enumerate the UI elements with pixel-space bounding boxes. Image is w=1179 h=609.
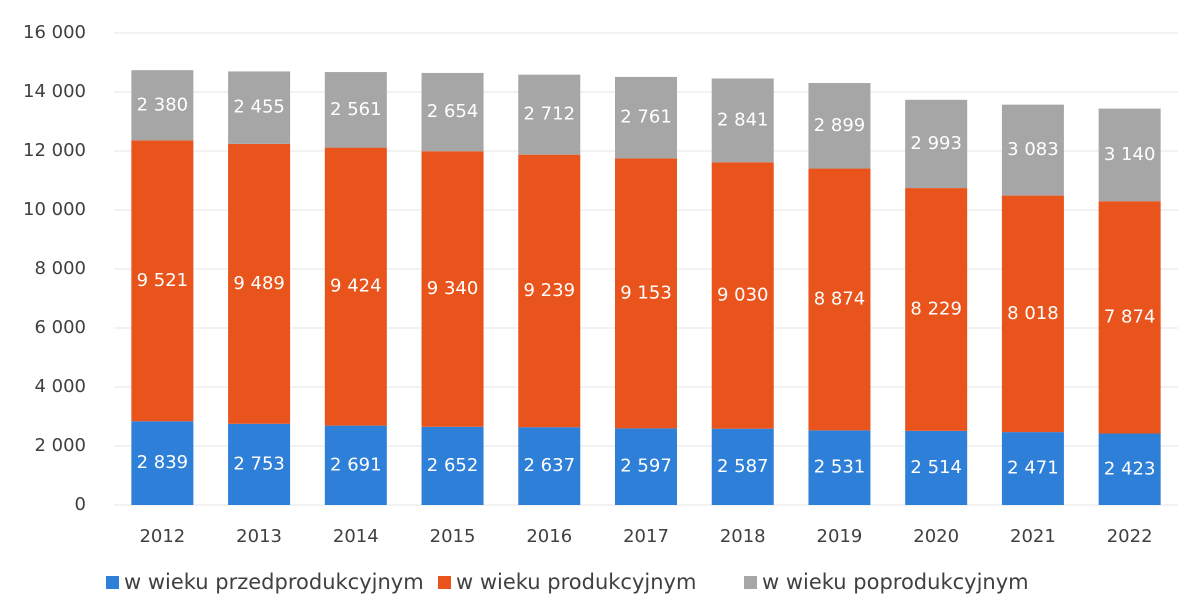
bar-segment [615,428,677,505]
bar-segment [615,76,677,159]
value-label: 2 761 [620,107,672,128]
value-label: 2 637 [524,455,576,476]
bar-segment [324,425,387,505]
legend-swatch [438,576,451,589]
bar-segment [131,421,194,505]
bar-segment [615,158,677,429]
legend-label: w wieku poprodukcyjnym [762,570,1029,594]
bar-segment [131,70,194,141]
bar-segment [421,426,484,505]
bar-segment [808,168,871,431]
y-tick-label: 10 000 [23,199,86,220]
value-label: 9 030 [717,284,769,305]
value-label: 2 455 [233,97,285,118]
bar-segment [711,428,774,505]
x-tick-label: 2017 [623,526,669,547]
y-tick-label: 2 000 [34,435,86,456]
value-label: 2 712 [524,104,576,125]
value-label: 2 561 [330,99,382,120]
bar-segment [421,151,484,427]
bar-segment [131,140,194,422]
bar-segment [421,72,484,152]
bar-segment [905,188,968,431]
y-tick-label: 8 000 [34,258,86,279]
value-label: 2 993 [910,133,962,154]
bar-segment [808,83,871,169]
x-tick-label: 2014 [333,526,379,547]
bar-segment [518,154,581,428]
value-label: 9 489 [233,273,285,294]
legend-label: w wieku przedprodukcyjnym [124,570,424,594]
bar-segment [808,430,871,505]
value-label: 9 521 [137,270,189,291]
legend-label: w wieku produkcyjnym [456,570,696,594]
value-label: 8 018 [1007,303,1059,324]
y-tick-label: 16 000 [23,22,86,43]
legend-swatch [106,576,119,589]
bar-segment [1001,195,1064,433]
bar-segment [518,427,581,505]
value-label: 9 424 [330,276,382,297]
x-tick-label: 2018 [720,526,766,547]
value-label: 2 597 [620,456,672,477]
value-label: 2 691 [330,454,382,475]
bar-segment [1098,433,1161,505]
x-tick-label: 2021 [1010,526,1056,547]
legend-swatch [744,576,757,589]
x-tick-label: 2013 [236,526,282,547]
x-tick-label: 2012 [139,526,185,547]
x-tick-label: 2015 [430,526,476,547]
value-label: 9 340 [427,278,479,299]
bar-segment [324,72,387,148]
value-label: 3 140 [1104,144,1156,165]
value-label: 2 753 [233,453,285,474]
value-label: 2 380 [137,94,189,115]
y-tick-label: 14 000 [23,81,86,102]
value-label: 2 899 [814,115,866,136]
y-tick-label: 12 000 [23,140,86,161]
x-tick-label: 2020 [913,526,959,547]
bar-segment [228,143,291,424]
value-label: 2 531 [814,457,866,478]
value-label: 2 841 [717,109,769,130]
value-label: 9 239 [524,280,576,301]
bar-segment [905,430,968,505]
x-tick-label: 2022 [1107,526,1153,547]
bar-segment [228,423,291,505]
x-tick-label: 2016 [526,526,572,547]
bar-segment [711,78,774,163]
y-tick-label: 4 000 [34,376,86,397]
bar-segment [1098,201,1161,434]
value-label: 2 839 [137,452,189,473]
value-label: 8 229 [910,298,962,319]
value-label: 3 083 [1007,139,1059,160]
y-tick-label: 0 [75,494,86,515]
value-label: 2 654 [427,101,479,122]
value-label: 2 587 [717,456,769,477]
value-label: 2 514 [910,457,962,478]
y-tick-label: 6 000 [34,317,86,338]
bar-segment [518,74,581,155]
bar-segment [905,99,968,189]
value-label: 2 423 [1104,458,1156,479]
bar-segment [324,147,387,426]
bar-segment [711,162,774,429]
bar-segment [1098,108,1161,202]
value-label: 2 471 [1007,458,1059,479]
value-label: 9 153 [620,282,672,303]
value-label: 2 652 [427,455,479,476]
value-label: 8 874 [814,288,866,309]
bar-segment [1001,104,1064,196]
bar-segment [1001,432,1064,505]
x-tick-label: 2019 [817,526,863,547]
value-label: 7 874 [1104,306,1156,327]
bar-segment [228,71,291,144]
